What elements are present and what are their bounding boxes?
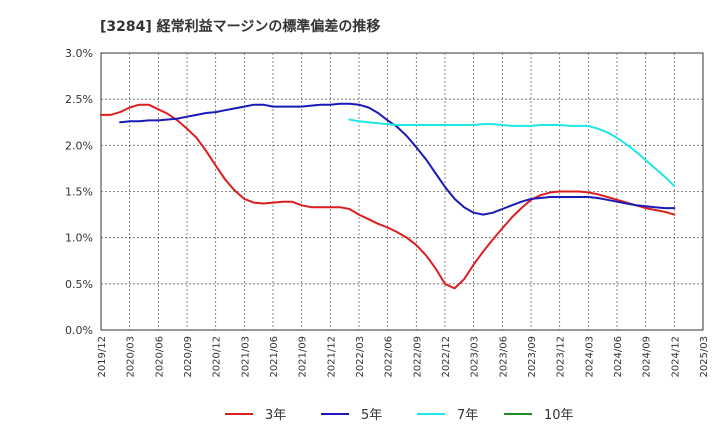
legend-label-2: 5年: [361, 408, 382, 423]
x-tick-label: 2023/03: [470, 336, 481, 378]
x-tick-label: 2022/09: [412, 336, 423, 378]
legend-label-4: 10年: [544, 408, 574, 423]
y-tick-label: 0.0%: [65, 324, 93, 337]
y-tick-label: 3.0%: [65, 47, 93, 60]
series-line-3: [348, 118, 676, 187]
y-tick-label: 1.5%: [65, 186, 93, 199]
x-tick-label: 2022/03: [355, 336, 366, 378]
series-lines: [100, 102, 676, 290]
x-tick-label: 2023/06: [498, 336, 509, 378]
chart-title: [3284] 経常利益マージンの標準偏差の推移: [100, 18, 380, 35]
x-tick-label: 2021/12: [326, 336, 337, 378]
x-tick-label: 2020/06: [154, 336, 165, 378]
x-tick-label: 2024/09: [642, 336, 653, 378]
x-tick-label: 2020/12: [212, 336, 223, 378]
x-tick-label: 2023/09: [527, 336, 538, 378]
grid-lines: [100, 52, 704, 331]
x-tick-label: 2019/12: [97, 336, 108, 378]
axes: 0.0% 0.5% 1.0% 1.5% 2.0% 2.5% 3.0% 2019/12 2020/…: [65, 47, 710, 378]
x-tick-label: 2020/03: [126, 336, 137, 378]
series-line-2: [119, 102, 676, 216]
x-tick-label: 2025/03: [699, 336, 710, 378]
x-tick-label: 2021/03: [240, 336, 251, 378]
x-tick-label: 2022/06: [384, 336, 395, 378]
y-tick-label: 2.0%: [65, 139, 93, 152]
x-tick-label: 2024/12: [670, 336, 681, 378]
y-tick-label: 2.5%: [65, 93, 93, 106]
legend-label-3: 7年: [457, 408, 478, 423]
y-tick-label: 1.0%: [65, 232, 93, 245]
x-tick-label: 2023/12: [556, 336, 567, 378]
legend-label-1: 3年: [265, 408, 286, 423]
y-tick-label: 0.5%: [65, 278, 93, 291]
x-tick-label: 2021/06: [269, 336, 280, 378]
x-tick-label: 2020/09: [183, 336, 194, 378]
legend: 3年 5年 7年 10年: [225, 408, 574, 423]
x-tick-label: 2022/12: [441, 336, 452, 378]
x-tick-label: 2024/06: [613, 336, 624, 378]
series-line-1: [100, 103, 676, 290]
x-tick-label: 2024/03: [584, 336, 595, 378]
x-tick-label: 2021/09: [298, 336, 309, 378]
